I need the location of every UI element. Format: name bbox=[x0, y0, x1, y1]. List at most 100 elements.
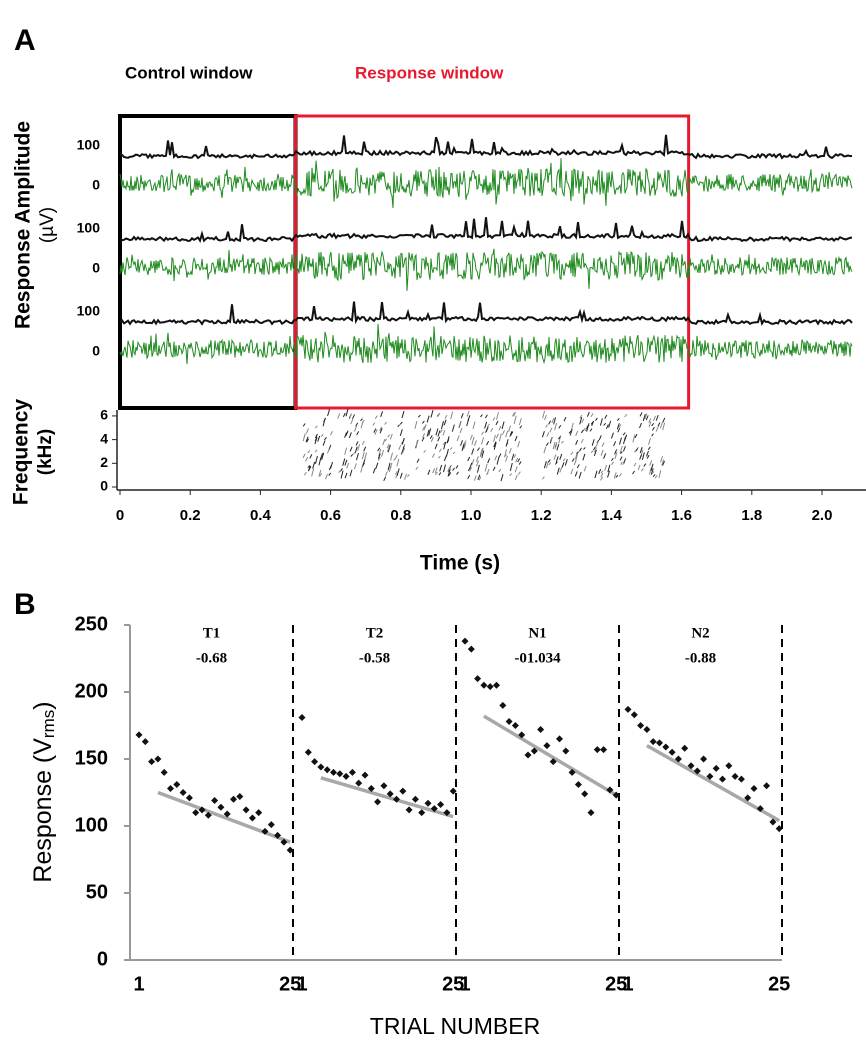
y-tick-label: 6 bbox=[100, 407, 108, 423]
spectrogram-streak bbox=[455, 465, 459, 469]
spectrogram-streak bbox=[637, 464, 641, 471]
y-tick-label: 0 bbox=[100, 478, 108, 494]
spectrogram-streak bbox=[354, 446, 358, 454]
spectrogram-streak bbox=[379, 427, 383, 434]
spectrogram-streak bbox=[498, 453, 502, 458]
spectrogram-streak bbox=[445, 448, 449, 457]
spectrogram-streak bbox=[591, 439, 595, 446]
point bbox=[461, 637, 469, 645]
spectrogram-streak bbox=[655, 426, 659, 432]
segment-name: T1 bbox=[203, 625, 221, 641]
panel-label: B bbox=[14, 588, 36, 621]
spectrogram-streak bbox=[382, 438, 386, 446]
spectrogram-streak bbox=[517, 471, 521, 475]
spectrogram-streak bbox=[562, 458, 566, 462]
spectrogram-streak bbox=[467, 415, 471, 421]
spectrogram-streak bbox=[342, 412, 346, 418]
spectrogram-streak bbox=[480, 447, 484, 456]
spectrogram-streak bbox=[623, 458, 627, 464]
spectrogram-streak bbox=[574, 471, 578, 477]
spectrogram-streak bbox=[578, 471, 582, 479]
spectrogram-streak bbox=[546, 432, 550, 437]
spectrogram-streak bbox=[590, 450, 594, 453]
spectrogram-streak bbox=[438, 472, 442, 476]
spectrogram-streak bbox=[618, 424, 622, 428]
spectrogram-streak bbox=[591, 420, 595, 427]
spectrogram-streak bbox=[381, 449, 385, 457]
point bbox=[336, 770, 344, 778]
spectrogram-streak bbox=[613, 441, 617, 447]
x-tick-label: 1 bbox=[622, 973, 633, 995]
spectrogram-streak bbox=[469, 434, 473, 441]
spectrogram-streak bbox=[639, 447, 643, 454]
spectrogram-streak bbox=[384, 438, 388, 442]
spectrogram-streak bbox=[380, 411, 384, 418]
segment-name: N2 bbox=[691, 625, 709, 641]
spectrogram-streak bbox=[320, 433, 324, 437]
spectrogram-streak bbox=[654, 474, 658, 479]
spectrogram-streak bbox=[352, 451, 356, 455]
spectrogram-streak bbox=[600, 449, 604, 456]
spectrogram-streak bbox=[476, 464, 480, 473]
spectrogram-streak bbox=[356, 431, 360, 436]
spectrogram-streak bbox=[556, 444, 560, 451]
point bbox=[593, 746, 601, 754]
spectrogram-streak bbox=[580, 438, 584, 444]
point bbox=[418, 809, 426, 817]
spectrogram-streak bbox=[651, 471, 655, 474]
spectrogram-streak bbox=[552, 441, 556, 450]
spectrogram-streak bbox=[617, 427, 621, 433]
spectrogram-streak bbox=[624, 413, 628, 418]
segment-name: T2 bbox=[366, 625, 384, 641]
window-label: Control window bbox=[125, 63, 253, 82]
spectrogram-streak bbox=[639, 412, 643, 417]
spectrogram-streak bbox=[558, 425, 562, 429]
spectrogram-streak bbox=[659, 422, 663, 429]
spectrogram-streak bbox=[401, 437, 405, 445]
spectrogram-streak bbox=[485, 472, 489, 476]
spectrogram-streak bbox=[662, 422, 666, 431]
spectrogram-streak bbox=[500, 474, 504, 482]
spectrogram-streak bbox=[648, 421, 652, 428]
x-axis-label: Time (s) bbox=[420, 552, 500, 575]
spectrogram-streak bbox=[390, 452, 393, 461]
spectrogram-streak bbox=[514, 435, 518, 442]
spectrogram-streak bbox=[471, 436, 475, 445]
spectrogram-streak bbox=[399, 421, 403, 425]
spectrogram-streak bbox=[614, 449, 618, 455]
x-tick-label: 25 bbox=[442, 973, 464, 995]
spectrogram-streak bbox=[594, 447, 597, 453]
spectrogram-streak bbox=[649, 460, 653, 466]
spectrogram-streak bbox=[504, 454, 508, 457]
spectrogram-streak bbox=[472, 421, 476, 430]
spectrogram-streak bbox=[451, 424, 455, 432]
spectrogram-streak bbox=[447, 466, 451, 472]
point bbox=[668, 748, 676, 756]
point bbox=[744, 794, 752, 802]
spectrogram-streak bbox=[327, 409, 331, 417]
spectrogram-streak bbox=[386, 443, 390, 449]
spectrogram-streak bbox=[423, 424, 427, 431]
spectrogram-streak bbox=[646, 450, 649, 457]
spectrogram-streak bbox=[556, 467, 560, 475]
spectrogram-streak bbox=[434, 443, 438, 450]
spectrogram-streak bbox=[644, 413, 648, 420]
trace bbox=[119, 158, 853, 208]
spectrogram-streak bbox=[559, 453, 563, 460]
point bbox=[725, 762, 733, 770]
spectrogram-streak bbox=[604, 414, 608, 419]
spectrogram-streak bbox=[554, 461, 558, 465]
spectrogram-streak bbox=[559, 467, 563, 473]
spectrogram-streak bbox=[325, 473, 328, 480]
spectrogram-streak bbox=[350, 453, 354, 457]
spectrogram-streak bbox=[440, 421, 444, 430]
point bbox=[706, 772, 714, 780]
spectrogram-streak bbox=[611, 432, 614, 439]
window-box bbox=[118, 114, 298, 410]
spectrogram-streak bbox=[396, 458, 400, 467]
spectrogram-streak bbox=[619, 473, 622, 477]
spectrogram-streak bbox=[570, 451, 574, 456]
spectrogram-streak bbox=[613, 472, 617, 479]
spectrogram-streak bbox=[426, 429, 430, 437]
